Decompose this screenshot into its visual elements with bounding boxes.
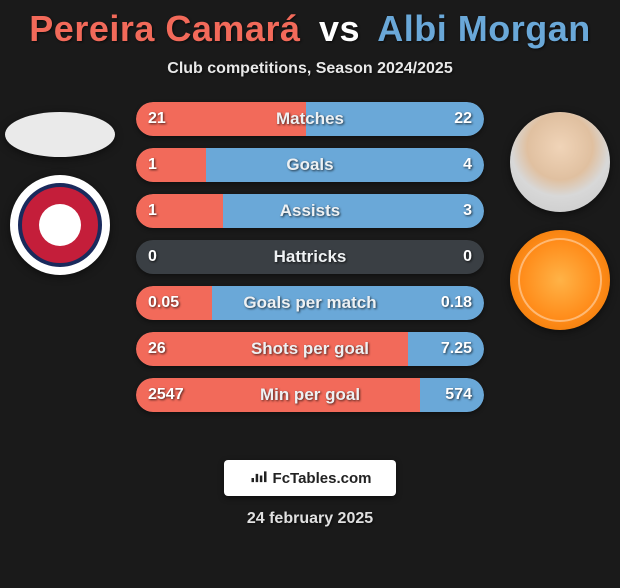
player1-avatar [5,112,115,157]
stat-row: 2122Matches [136,102,484,136]
stat-row: 2547574Min per goal [136,378,484,412]
page-title: Pereira Camará vs Albi Morgan [0,8,620,50]
player2-column [500,102,620,442]
stat-row: 0.050.18Goals per match [136,286,484,320]
stat-row: 00Hattricks [136,240,484,274]
stat-label: Goals [136,148,484,182]
subtitle: Club competitions, Season 2024/2025 [0,60,620,78]
stat-label: Matches [136,102,484,136]
chart-icon [249,468,269,488]
stats-bars: 2122Matches 14Goals 13Assists 00Hattricks 0.… [136,102,484,412]
title-player2: Albi Morgan [377,8,590,49]
source-text: FcTables.com [273,470,372,487]
source-badge: FcTables.com [224,460,396,496]
stat-label: Hattricks [136,240,484,274]
stat-label: Assists [136,194,484,228]
stat-label: Shots per goal [136,332,484,366]
title-player1: Pereira Camará [29,8,300,49]
player2-avatar [510,112,610,212]
stat-label: Min per goal [136,378,484,412]
stat-row: 14Goals [136,148,484,182]
player1-club-badge [10,175,110,275]
player2-club-badge [510,230,610,330]
stat-row: 267.25Shots per goal [136,332,484,366]
date-text: 24 february 2025 [0,510,620,528]
stat-label: Goals per match [136,286,484,320]
title-vs: vs [319,8,360,49]
player1-column [0,102,120,442]
comparison-content: 2122Matches 14Goals 13Assists 00Hattricks 0.… [0,102,620,442]
stat-row: 13Assists [136,194,484,228]
